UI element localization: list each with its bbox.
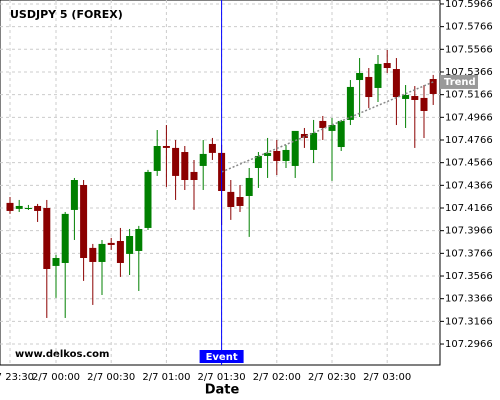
candle-body — [273, 150, 281, 161]
x-tick-label: 2/7 02:00 — [253, 372, 301, 383]
candle-body — [236, 197, 244, 206]
candle-body — [181, 152, 189, 181]
candle-body — [346, 86, 354, 120]
candle-body — [107, 242, 115, 245]
candle-body — [52, 257, 60, 266]
y-tick-label: 107.2966 — [445, 339, 493, 350]
candle-body — [411, 96, 419, 100]
candle-body — [89, 247, 97, 262]
x-tick-label: 2/7 03:00 — [363, 372, 411, 383]
candle-body — [43, 208, 51, 269]
event-label: Event — [206, 352, 238, 363]
chart-title: USDJPY 5 (FOREX) — [10, 8, 123, 21]
candle-body — [162, 146, 170, 148]
candle-body — [374, 63, 382, 88]
watermark: www.delkos.com — [15, 349, 109, 360]
x-tick-label: 2/7 02:30 — [308, 372, 356, 383]
y-tick-label: 107.5966 — [445, 0, 493, 10]
candle-body — [310, 132, 318, 150]
candle-body — [34, 205, 42, 211]
y-tick-label: 107.3766 — [445, 248, 493, 259]
y-tick-label: 107.3166 — [445, 316, 493, 327]
candle-body — [116, 240, 124, 263]
y-tick-label: 107.5766 — [445, 22, 493, 33]
candle-body — [61, 213, 69, 263]
y-tick-label: 107.4566 — [445, 158, 493, 169]
candle-body — [153, 146, 161, 171]
candle-body — [254, 155, 262, 168]
candle-body — [365, 76, 373, 98]
candle-body — [6, 202, 14, 211]
candle-body — [328, 125, 336, 131]
candle-body — [291, 130, 299, 166]
candle-body — [227, 191, 235, 207]
x-tick-label: 2/7 23:30 — [0, 372, 34, 383]
candle-body — [300, 133, 308, 138]
candle-body — [199, 153, 207, 166]
y-tick-label: 107.4366 — [445, 180, 493, 191]
candle-body — [80, 184, 88, 258]
candle-body — [15, 205, 23, 209]
candle-body — [402, 94, 410, 99]
x-tick-label: 2/7 00:30 — [87, 372, 135, 383]
y-tick-label: 107.5566 — [445, 44, 493, 55]
candle-body — [208, 143, 216, 153]
x-axis-title: Date — [205, 383, 240, 398]
candle-body — [245, 177, 253, 196]
candle-body — [98, 243, 106, 262]
event-label-box — [199, 350, 244, 363]
candle-body — [135, 228, 143, 251]
candle-body — [356, 73, 364, 81]
candle-body — [392, 69, 400, 98]
y-tick-label: 107.4166 — [445, 203, 493, 214]
x-tick-label: 2/7 01:00 — [142, 372, 190, 383]
y-tick-label: 107.5366 — [445, 67, 493, 78]
x-tick-label: 2/7 01:30 — [198, 372, 246, 383]
y-tick-label: 107.3566 — [445, 271, 493, 282]
candle-body — [383, 63, 391, 69]
candle-body — [70, 180, 78, 210]
y-tick-label: 107.4766 — [445, 135, 493, 146]
candle-body — [264, 152, 272, 156]
candle-body — [319, 120, 327, 128]
candle-body — [420, 97, 428, 111]
y-tick-label: 107.3366 — [445, 294, 493, 305]
candle-body — [190, 171, 198, 181]
candle-body — [337, 120, 345, 148]
y-tick-label: 107.3966 — [445, 226, 493, 237]
candle-body — [429, 79, 437, 94]
trend-label-box — [440, 74, 478, 89]
candle-body — [172, 147, 180, 176]
trend-label: Trend — [444, 77, 476, 88]
candle-body — [144, 171, 152, 228]
x-tick-label: 2/7 00:00 — [32, 372, 80, 383]
candle-body — [24, 208, 32, 210]
y-tick-label: 107.4966 — [445, 112, 493, 123]
candle-body — [126, 236, 134, 254]
y-tick-label: 107.5166 — [445, 90, 493, 101]
candle-body — [282, 149, 290, 161]
